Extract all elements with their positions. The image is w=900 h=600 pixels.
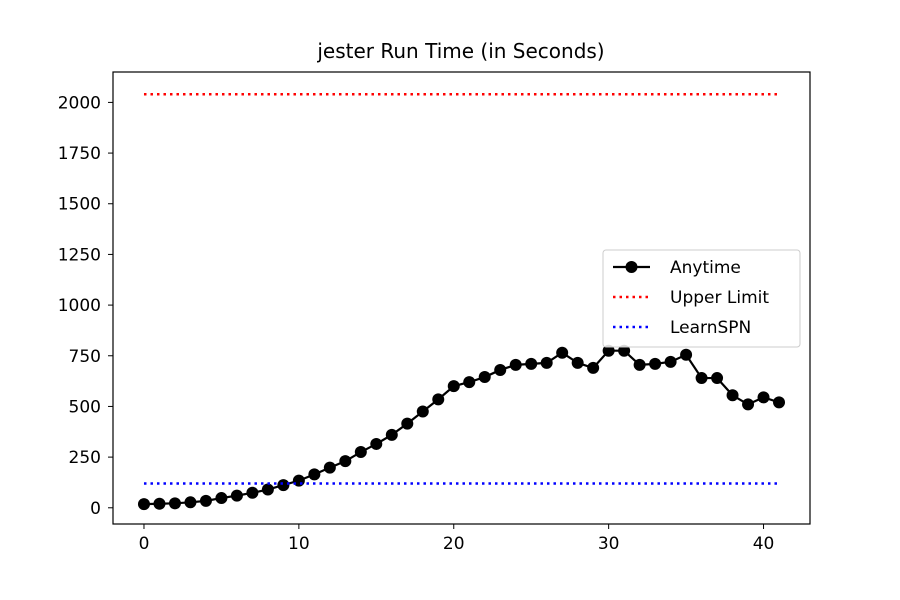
series-line-anytime [143,349,780,506]
data-point-anytime [153,497,166,510]
data-point-anytime [618,344,631,357]
chart-title: jester Run Time (in Seconds) [316,39,604,63]
data-point-anytime [726,389,739,402]
y-tick-label: 500 [69,397,101,417]
data-point-anytime [742,398,755,411]
x-tick-label: 20 [443,534,465,554]
data-point-anytime [494,363,507,376]
legend: Anytime Upper Limit LearnSPN [602,249,801,348]
y-tick-label: 1250 [58,245,101,265]
data-point-anytime [246,486,259,499]
data-point-anytime [525,357,538,370]
data-point-anytime [339,455,352,468]
data-point-anytime [463,376,476,389]
data-point-anytime [478,371,491,384]
plot-area [137,93,786,511]
data-point-anytime [773,396,786,409]
data-point-anytime [587,361,600,374]
y-tick-label: 250 [69,448,101,468]
data-point-anytime [230,489,243,502]
data-point-anytime [199,494,212,507]
legend-label-learnspn: LearnSPN [670,318,751,338]
data-point-anytime [308,468,321,481]
data-point-anytime [447,380,460,393]
x-tick-label: 0 [139,534,150,554]
legend-label-upper-limit: Upper Limit [670,288,769,308]
data-point-anytime [664,355,677,368]
y-tick-label: 1000 [58,296,101,316]
data-point-anytime [215,492,228,505]
y-tick-label: 1750 [58,144,101,164]
data-point-anytime [323,461,336,474]
data-point-anytime [354,446,367,459]
data-point-anytime [602,344,615,357]
data-point-anytime [695,372,708,385]
data-point-anytime [556,346,569,359]
data-point-anytime [401,417,414,430]
data-point-anytime [261,483,274,496]
legend-box [602,249,801,348]
x-tick-label: 10 [288,534,310,554]
y-tick-label: 750 [69,347,101,367]
y-tick-label: 0 [90,499,101,519]
data-point-anytime [633,358,646,371]
data-point-anytime [540,356,553,369]
data-point-anytime [416,405,429,418]
y-tick-label: 2000 [58,93,101,113]
data-point-anytime [277,479,290,492]
data-point-anytime [370,437,383,450]
data-point-anytime [680,348,693,361]
data-point-anytime [649,357,662,370]
legend-marker-anytime [625,261,638,273]
data-point-anytime [432,393,445,406]
x-tick-label: 40 [753,534,775,554]
data-point-anytime [711,372,724,385]
x-tick-label: 30 [598,534,620,554]
data-point-anytime [571,356,584,369]
data-point-anytime [184,496,197,509]
plot-frame [112,71,811,525]
y-tick-label: 1500 [58,195,101,215]
data-point-anytime [509,358,522,371]
data-point-anytime [385,428,398,441]
data-point-anytime [292,474,305,487]
data-point-anytime [757,391,770,404]
axes: 0 10 20 30 40 0 250 500 750 1000 1250 1500 1750 2000 [58,71,811,554]
data-point-anytime [168,497,181,510]
data-point-anytime [137,498,150,511]
legend-label-anytime: Anytime [670,258,741,278]
